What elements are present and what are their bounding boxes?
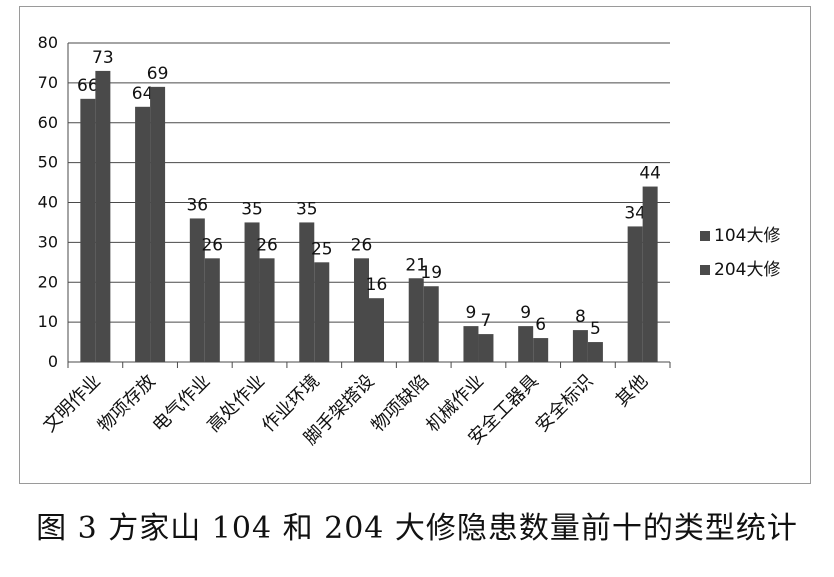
data-label: 66 [77,76,99,96]
data-label: 26 [256,235,278,255]
data-label: 21 [405,255,427,275]
y-tick-label: 40 [38,193,58,212]
bar-series2 [533,338,549,362]
x-category-label: 安全标识 [532,371,598,437]
bar-series2 [95,70,111,362]
data-label: 9 [466,303,477,323]
y-tick-label: 50 [38,153,58,172]
bar-series2 [259,258,275,362]
x-category-label: 文明作业 [39,371,105,437]
chart-frame: 0 10 20 30 40 50 60 70 80 66 73 文明作业 64 69 物项存放 36 26 电气作… [19,6,811,484]
bar-series1 [135,106,151,362]
bar-series2 [642,186,658,362]
x-category-label: 高处作业 [203,371,269,437]
data-label: 9 [520,303,531,323]
data-label: 35 [241,199,263,219]
data-label: 64 [132,84,154,104]
data-label: 69 [147,64,169,84]
y-tick-label: 60 [38,113,58,132]
bar-series1 [572,330,588,362]
legend-label: 104大修 [714,226,780,246]
y-tick-label: 30 [38,232,58,251]
x-category-label: 电气作业 [149,371,215,437]
data-label: 44 [639,164,661,184]
x-category-label: 其他 [612,371,652,411]
data-label: 36 [186,195,208,215]
bar-series1 [627,226,643,362]
bar-series1 [189,218,205,362]
bar-series1 [408,278,424,362]
bar-series1 [299,222,315,362]
bar-series2 [150,86,166,363]
y-tick-label: 10 [38,312,58,331]
bar-series2 [314,262,330,362]
data-label: 19 [420,263,442,283]
bar-series2 [204,258,220,362]
legend-swatch [700,231,710,241]
bar-series2 [369,298,384,362]
data-label: 6 [535,315,546,335]
bar-series1 [518,326,534,362]
bar-series1 [244,222,260,362]
bar-series2 [478,334,494,362]
bar-series1 [80,98,96,362]
y-tick-label: 20 [38,272,58,291]
legend-swatch [700,265,710,275]
y-tick-label: 70 [38,73,58,92]
bar-series2 [423,286,439,362]
data-label: 8 [575,307,586,327]
data-label: 34 [624,203,646,223]
data-label: 16 [366,275,388,295]
legend-label: 204大修 [714,260,780,280]
bar-series1 [463,326,479,362]
bar-series2 [587,342,603,362]
data-label: 5 [590,319,601,339]
data-label: 25 [311,239,333,259]
y-tick-label: 80 [38,33,58,52]
data-label: 26 [201,235,223,255]
data-label: 73 [92,48,114,68]
figure-caption: 图 3 方家山 104 和 204 大修隐患数量前十的类型统计 [36,511,798,546]
data-label: 35 [296,199,318,219]
bar-series1 [354,258,369,362]
y-tick-label: 0 [48,352,58,371]
bar-chart: 010203040506070806673文明作业6469物项存放3626电气作… [38,33,781,449]
data-label: 26 [351,235,373,255]
x-category-label: 物项存放 [94,371,160,437]
data-label: 7 [481,311,492,331]
x-category-label: 物项缺陷 [368,371,434,437]
